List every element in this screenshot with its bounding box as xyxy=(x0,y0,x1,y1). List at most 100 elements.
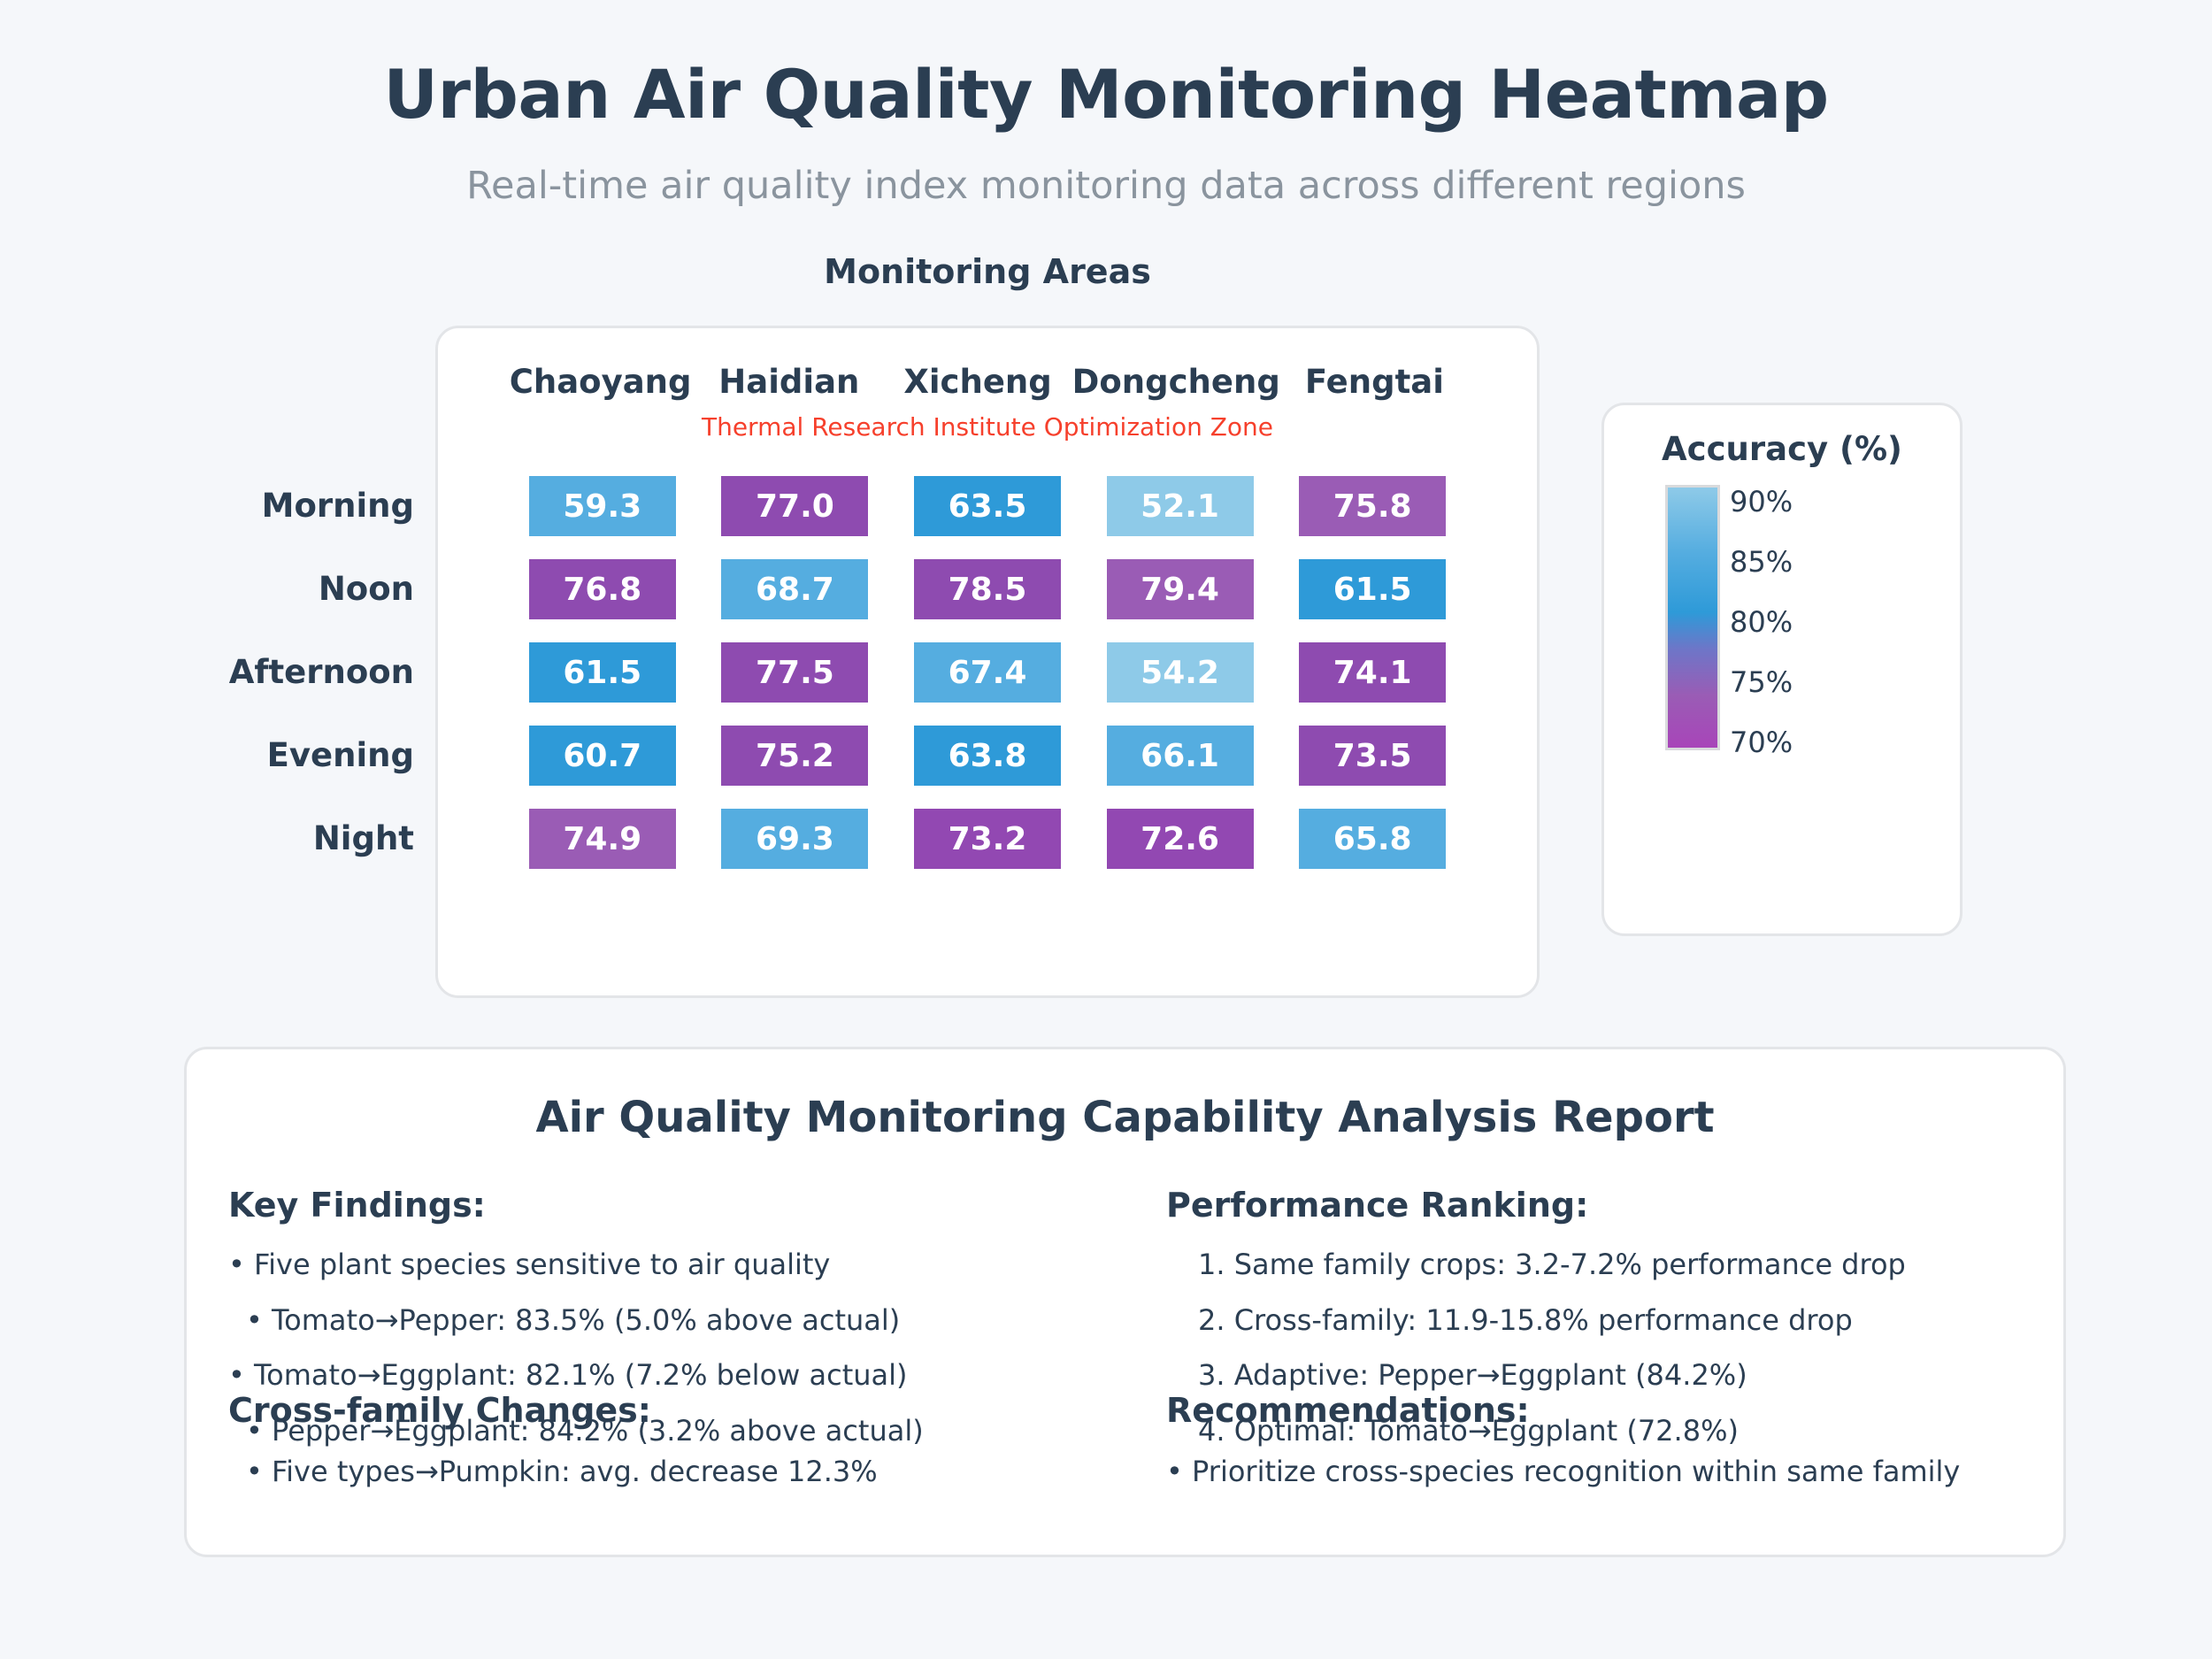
heatmap-cell-slot: 74.9 xyxy=(506,797,699,880)
report-section-performance-ranking: Performance Ranking: 1. Same family crop… xyxy=(1166,1186,2104,1459)
column-header-chaoyang: Chaoyang xyxy=(509,363,692,401)
heatmap-row: 60.7 75.2 63.8 66.1 73.5 xyxy=(506,714,1469,797)
report-card xyxy=(184,1047,2066,1557)
heatmap-cell-slot: 75.2 xyxy=(699,714,892,797)
legend-tick-75pct: 75% xyxy=(1730,665,1793,699)
key-findings-item-3: • Tomato→Eggplant: 82.1% (7.2% below act… xyxy=(228,1358,908,1393)
heatmap-annotation: Thermal Research Institute Optimization … xyxy=(701,412,1274,442)
column-header-xicheng: Xicheng xyxy=(903,363,1052,401)
row-label-afternoon: Afternoon xyxy=(228,653,414,691)
heatmap-cell[interactable]: 63.5 xyxy=(913,476,1061,536)
legend-tick-70pct: 70% xyxy=(1730,726,1793,759)
heatmap-cell[interactable]: 67.4 xyxy=(913,642,1061,703)
heatmap-column-headers: Chaoyang Haidian Xicheng Dongcheng Fengt… xyxy=(435,363,1540,401)
performance-ranking-heading: Performance Ranking: xyxy=(1166,1186,1589,1225)
heatmap-cell[interactable]: 75.8 xyxy=(1299,476,1447,536)
heatmap-cell-slot: 68.7 xyxy=(699,548,892,631)
heatmap-cell-slot: 78.5 xyxy=(891,548,1084,631)
column-header-fengtai: Fengtai xyxy=(1304,363,1444,401)
page-title: Urban Air Quality Monitoring Heatmap xyxy=(383,55,1829,134)
heatmap-cell[interactable]: 65.8 xyxy=(1299,809,1447,869)
report-title: Air Quality Monitoring Capability Analys… xyxy=(535,1093,1715,1142)
recommendations-heading: Recommendations: xyxy=(1166,1391,1530,1430)
recommendations-item-1: • Prioritize cross-species recognition w… xyxy=(1166,1455,1961,1488)
heatmap-cell[interactable]: 76.8 xyxy=(528,559,676,619)
heatmap-axis-title: Monitoring Areas xyxy=(824,252,1151,291)
heatmap-cell-slot: 63.8 xyxy=(891,714,1084,797)
heatmap-cell[interactable]: 59.3 xyxy=(528,476,676,536)
heatmap-cell[interactable]: 74.9 xyxy=(528,809,676,869)
row-label-night: Night xyxy=(312,819,414,857)
heatmap-cell-slot: 72.6 xyxy=(1084,797,1277,880)
heatmap-cell-slot: 73.2 xyxy=(891,797,1084,880)
heatmap-cell[interactable]: 74.1 xyxy=(1299,642,1447,703)
heatmap-row: 76.8 68.7 78.5 79.4 61.5 xyxy=(506,548,1469,631)
heatmap-cell[interactable]: 72.6 xyxy=(1106,809,1254,869)
row-label-noon: Noon xyxy=(318,570,414,608)
legend-card xyxy=(1601,403,1962,936)
legend-tick-labels: 90% 85% 80% 75% 70% xyxy=(1730,476,1907,768)
heatmap-cell[interactable]: 68.7 xyxy=(721,559,869,619)
heatmap-cell[interactable]: 75.2 xyxy=(721,726,869,786)
heatmap-cell[interactable]: 61.5 xyxy=(528,642,676,703)
performance-ranking-item-2: 2. Cross-family: 11.9-15.8% performance … xyxy=(1198,1302,1853,1337)
heatmap-cell-slot: 61.5 xyxy=(506,631,699,714)
heatmap-cell-slot: 52.1 xyxy=(1084,465,1277,548)
heatmap-cell-slot: 79.4 xyxy=(1084,548,1277,631)
heatmap-grid: 59.3 77.0 63.5 52.1 75.8 76.8 68.7 78.5 79.4 61.5… xyxy=(506,465,1469,880)
column-header-haidian: Haidian xyxy=(718,363,860,401)
legend-colorbar xyxy=(1665,485,1720,750)
performance-ranking-item-1: 1. Same family crops: 3.2-7.2% performan… xyxy=(1198,1248,1906,1281)
heatmap-row-labels: Morning Noon Afternoon Evening Night xyxy=(88,465,414,880)
legend-title: Accuracy (%) xyxy=(1662,430,1902,468)
heatmap-cell-slot: 73.5 xyxy=(1276,714,1469,797)
heatmap-cell[interactable]: 73.5 xyxy=(1299,726,1447,786)
heatmap-row: 74.9 69.3 73.2 72.6 65.8 xyxy=(506,797,1469,880)
performance-ranking-item-3: 3. Adaptive: Pepper→Eggplant (84.2%) xyxy=(1198,1358,1747,1393)
heatmap-row: 59.3 77.0 63.5 52.1 75.8 xyxy=(506,465,1469,548)
heatmap-cell-slot: 67.4 xyxy=(891,631,1084,714)
report-section-recommendations: Recommendations: • Prioritize cross-spec… xyxy=(1166,1391,2104,1500)
legend-tick-85pct: 85% xyxy=(1730,545,1793,579)
heatmap-cell[interactable]: 54.2 xyxy=(1106,642,1254,703)
key-findings-heading: Key Findings: xyxy=(228,1186,486,1225)
heatmap-cell-slot: 63.5 xyxy=(891,465,1084,548)
heatmap-cell-slot: 69.3 xyxy=(699,797,892,880)
heatmap-cell[interactable]: 60.7 xyxy=(528,726,676,786)
row-label-morning: Morning xyxy=(261,487,414,525)
heatmap-cell-slot: 60.7 xyxy=(506,714,699,797)
heatmap-cell-slot: 77.5 xyxy=(699,631,892,714)
heatmap-cell[interactable]: 69.3 xyxy=(721,809,869,869)
cross-family-changes-heading: Cross-family Changes: xyxy=(228,1391,651,1430)
heatmap-cell[interactable]: 78.5 xyxy=(913,559,1061,619)
legend-tick-90pct: 90% xyxy=(1730,485,1793,518)
heatmap-cell-slot: 76.8 xyxy=(506,548,699,631)
heatmap-cell-slot: 54.2 xyxy=(1084,631,1277,714)
heatmap-cell-slot: 66.1 xyxy=(1084,714,1277,797)
heatmap-cell-slot: 65.8 xyxy=(1276,797,1469,880)
heatmap-cell-slot: 75.8 xyxy=(1276,465,1469,548)
page-subtitle: Real-time air quality index monitoring d… xyxy=(466,164,1746,208)
heatmap-cell[interactable]: 61.5 xyxy=(1299,559,1447,619)
heatmap-cell[interactable]: 73.2 xyxy=(913,809,1061,869)
row-label-evening: Evening xyxy=(266,736,414,774)
heatmap-cell-slot: 61.5 xyxy=(1276,548,1469,631)
heatmap-cell[interactable]: 79.4 xyxy=(1106,559,1254,619)
heatmap-cell-slot: 74.1 xyxy=(1276,631,1469,714)
heatmap-cell[interactable]: 63.8 xyxy=(913,726,1061,786)
heatmap-cell[interactable]: 77.0 xyxy=(721,476,869,536)
heatmap-cell-slot: 59.3 xyxy=(506,465,699,548)
heatmap-cell[interactable]: 66.1 xyxy=(1106,726,1254,786)
column-header-dongcheng: Dongcheng xyxy=(1071,363,1280,401)
cross-family-changes-item-1: • Five types→Pumpkin: avg. decrease 12.3… xyxy=(246,1455,878,1488)
heatmap-row: 61.5 77.5 67.4 54.2 74.1 xyxy=(506,631,1469,714)
report-section-cross-family-changes: Cross-family Changes: • Five types→Pumpk… xyxy=(228,1391,1166,1500)
heatmap-cell[interactable]: 77.5 xyxy=(721,642,869,703)
heatmap-cell[interactable]: 52.1 xyxy=(1106,476,1254,536)
legend-tick-80pct: 80% xyxy=(1730,605,1793,639)
key-findings-item-2: • Tomato→Pepper: 83.5% (5.0% above actua… xyxy=(246,1302,901,1337)
key-findings-item-1: • Five plant species sensitive to air qu… xyxy=(228,1248,831,1281)
report-section-key-findings: Key Findings: • Five plant species sensi… xyxy=(228,1186,1166,1459)
key-findings-item-4: • Pepper→Eggplant: 84.2% (3.2% above act… xyxy=(246,1414,924,1448)
